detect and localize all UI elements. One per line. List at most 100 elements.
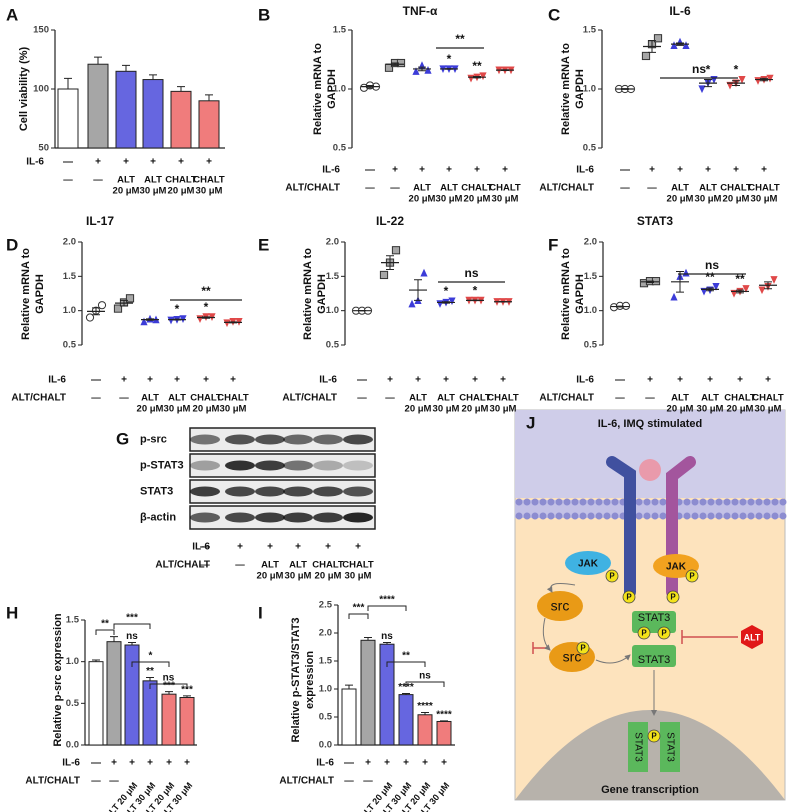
extracellular — [515, 410, 785, 498]
phospho — [576, 641, 590, 655]
lipid — [747, 498, 755, 506]
panel-letter: A — [6, 5, 18, 24]
condition-label: — — [93, 175, 103, 186]
src — [537, 591, 583, 621]
bar — [142, 79, 164, 149]
data-point — [670, 41, 678, 49]
blot-band — [255, 512, 285, 523]
lipid — [539, 512, 547, 520]
lipid — [643, 512, 651, 520]
y-axis-label: Relative mRNA to — [302, 248, 314, 340]
condition-label: + — [705, 165, 711, 176]
lipid — [579, 512, 587, 520]
row-label: ALT/CHALT — [539, 393, 594, 404]
row-label: IL-6 — [62, 758, 80, 769]
error-bar — [128, 642, 136, 645]
condition-label: 20 μM — [193, 404, 220, 415]
lipid — [699, 498, 707, 506]
lipid — [523, 512, 531, 520]
significance-label: * — [447, 52, 452, 66]
condition-label: ALT — [699, 183, 717, 194]
phospho-label: P — [689, 572, 695, 581]
data-point — [742, 285, 750, 293]
row-label: ALT/CHALT — [539, 183, 594, 194]
condition-label: — — [365, 165, 375, 176]
lipid — [707, 498, 715, 506]
lipid — [515, 512, 523, 520]
diagram-text: JAK — [666, 562, 687, 573]
bar — [379, 643, 395, 746]
stat3 — [660, 722, 680, 772]
blot-band — [343, 434, 373, 445]
condition-label: ALT — [671, 393, 689, 404]
y-tick-label: 50 — [38, 143, 49, 154]
condition-label: 30 μM — [345, 571, 372, 582]
y-tick-label: 2.0 — [319, 628, 332, 639]
row-label: IL-6 — [26, 157, 44, 168]
condition-label: CHALT — [312, 560, 344, 571]
condition-label: + — [737, 375, 743, 386]
bar — [179, 697, 195, 746]
stat3 — [628, 722, 648, 772]
error-bar — [146, 677, 154, 681]
y-axis-label: Cell viability (%) — [18, 46, 30, 131]
condition-label: ALT — [701, 393, 719, 404]
condition-label: — — [615, 393, 625, 404]
diagram-text: Gene transcription — [601, 784, 699, 796]
condition-label: + — [237, 542, 243, 553]
diagram-text: src — [563, 649, 582, 665]
significance-label: ** — [705, 270, 715, 284]
condition-label: — — [109, 776, 119, 787]
condition-label: — — [620, 183, 630, 194]
condition-label: 20 μM — [315, 571, 342, 582]
error-bar — [205, 94, 213, 101]
data-point — [97, 301, 107, 310]
receptor — [666, 456, 696, 598]
phospho — [637, 626, 651, 640]
chart-title: IL-6 — [669, 4, 691, 18]
condition-label: 30 μM — [220, 404, 247, 415]
condition-label: CHALT — [193, 175, 225, 186]
significance-label: *** — [126, 613, 138, 624]
data-point — [467, 74, 475, 83]
condition-label: ALT — [440, 183, 458, 194]
condition-label: — — [620, 165, 630, 176]
blot-band — [190, 460, 220, 471]
condition-label: + — [392, 165, 398, 176]
y-tick-label: 0.5 — [63, 340, 77, 351]
row-label: ALT/CHALT — [285, 183, 340, 194]
diagram-text: ALT — [744, 632, 761, 642]
condition-label: + — [325, 542, 331, 553]
lipid — [651, 512, 659, 520]
y-axis-label: expression — [304, 651, 316, 709]
significance-label: ** — [146, 666, 154, 677]
error-bar — [760, 77, 768, 82]
bar — [436, 720, 452, 746]
significance-label: ** — [201, 284, 211, 298]
data-point — [726, 81, 734, 90]
error-bar — [646, 280, 654, 284]
lipid — [771, 512, 779, 520]
data-point — [758, 286, 766, 295]
row-label: IL-6 — [316, 758, 334, 769]
panel-letter: F — [548, 235, 558, 254]
data-point — [641, 51, 651, 61]
y-tick-label: 1.0 — [319, 684, 332, 695]
lipid — [691, 512, 699, 520]
error-bar — [473, 75, 481, 79]
y-tick-label: 2.5 — [319, 600, 333, 611]
lipid — [731, 498, 739, 506]
blot-band — [313, 434, 343, 445]
condition-label: ALT — [437, 393, 455, 404]
condition-label: 20 μM — [405, 404, 432, 415]
phospho — [657, 626, 671, 640]
bar — [161, 693, 177, 746]
lipid — [635, 512, 643, 520]
lipid — [747, 512, 755, 520]
error-bar — [94, 56, 102, 65]
significance-label: * — [149, 651, 153, 662]
y-axis-label: Relative mRNA to — [560, 43, 572, 135]
bar — [106, 641, 122, 746]
phospho-label: P — [670, 593, 676, 602]
